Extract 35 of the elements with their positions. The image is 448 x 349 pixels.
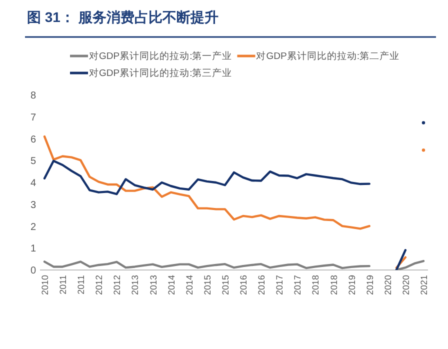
x-tick-label: 2013 [130,275,140,296]
y-tick-label: 7 [30,112,36,124]
y-tick-label: 4 [30,178,36,189]
x-tick-label: 2015 [220,275,230,296]
x-tick-label: 2018 [310,275,321,296]
x-tick-label: 2014 [184,275,194,296]
x-tick-label: 2016 [256,275,267,296]
x-tick-label: 2020 [400,275,411,296]
x-tick-label: 2016 [238,275,249,296]
x-tick-label: 2014 [166,275,176,296]
x-tick-label: 2013 [148,275,158,296]
x-tick-label: 2011 [58,275,68,294]
legend-label: 对GDP累计同比的拉动:第一产业 [89,50,232,62]
x-tick-label: 2012 [112,275,122,296]
x-tick-label: 2011 [76,275,86,294]
chart-title: 图 31： 服务消费占比不断提升 [27,9,218,25]
x-tick-label: 2017 [274,275,285,296]
x-tick-label: 2015 [202,275,212,296]
y-tick-label: 8 [30,90,36,102]
x-tick-label: 2021 [418,275,429,296]
y-tick-label: 5 [30,156,36,168]
x-tick-label: 2020 [382,275,393,296]
y-tick-label: 3 [30,200,36,211]
x-tick-label: 2012 [94,275,104,296]
y-tick-label: 2 [30,222,36,233]
x-tick-label: 2019 [346,275,357,296]
y-tick-label: 6 [30,134,36,146]
y-tick-label: 0 [30,266,36,276]
legend-label: 对GDP累计同比的拉动:第二产业 [256,50,400,62]
y-tick-label: 1 [30,244,36,255]
x-tick-label: 2018 [328,275,339,296]
x-tick-label: 2010 [40,275,50,296]
x-tick-label: 2017 [292,275,303,296]
x-tick-label: 2019 [364,275,375,296]
legend-label: 对GDP累计同比的拉动:第三产业 [89,67,232,79]
